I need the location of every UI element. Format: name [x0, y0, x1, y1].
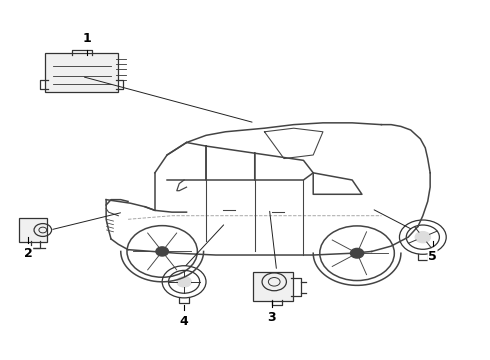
Circle shape [156, 247, 169, 256]
Text: 1: 1 [82, 32, 91, 45]
Circle shape [177, 276, 192, 287]
Circle shape [415, 231, 431, 243]
FancyBboxPatch shape [20, 218, 47, 242]
FancyBboxPatch shape [253, 272, 293, 301]
Circle shape [350, 248, 364, 258]
FancyBboxPatch shape [45, 53, 118, 93]
Text: 3: 3 [268, 311, 276, 324]
Text: 5: 5 [428, 250, 437, 263]
Text: 2: 2 [24, 247, 32, 260]
Text: 4: 4 [180, 315, 189, 328]
